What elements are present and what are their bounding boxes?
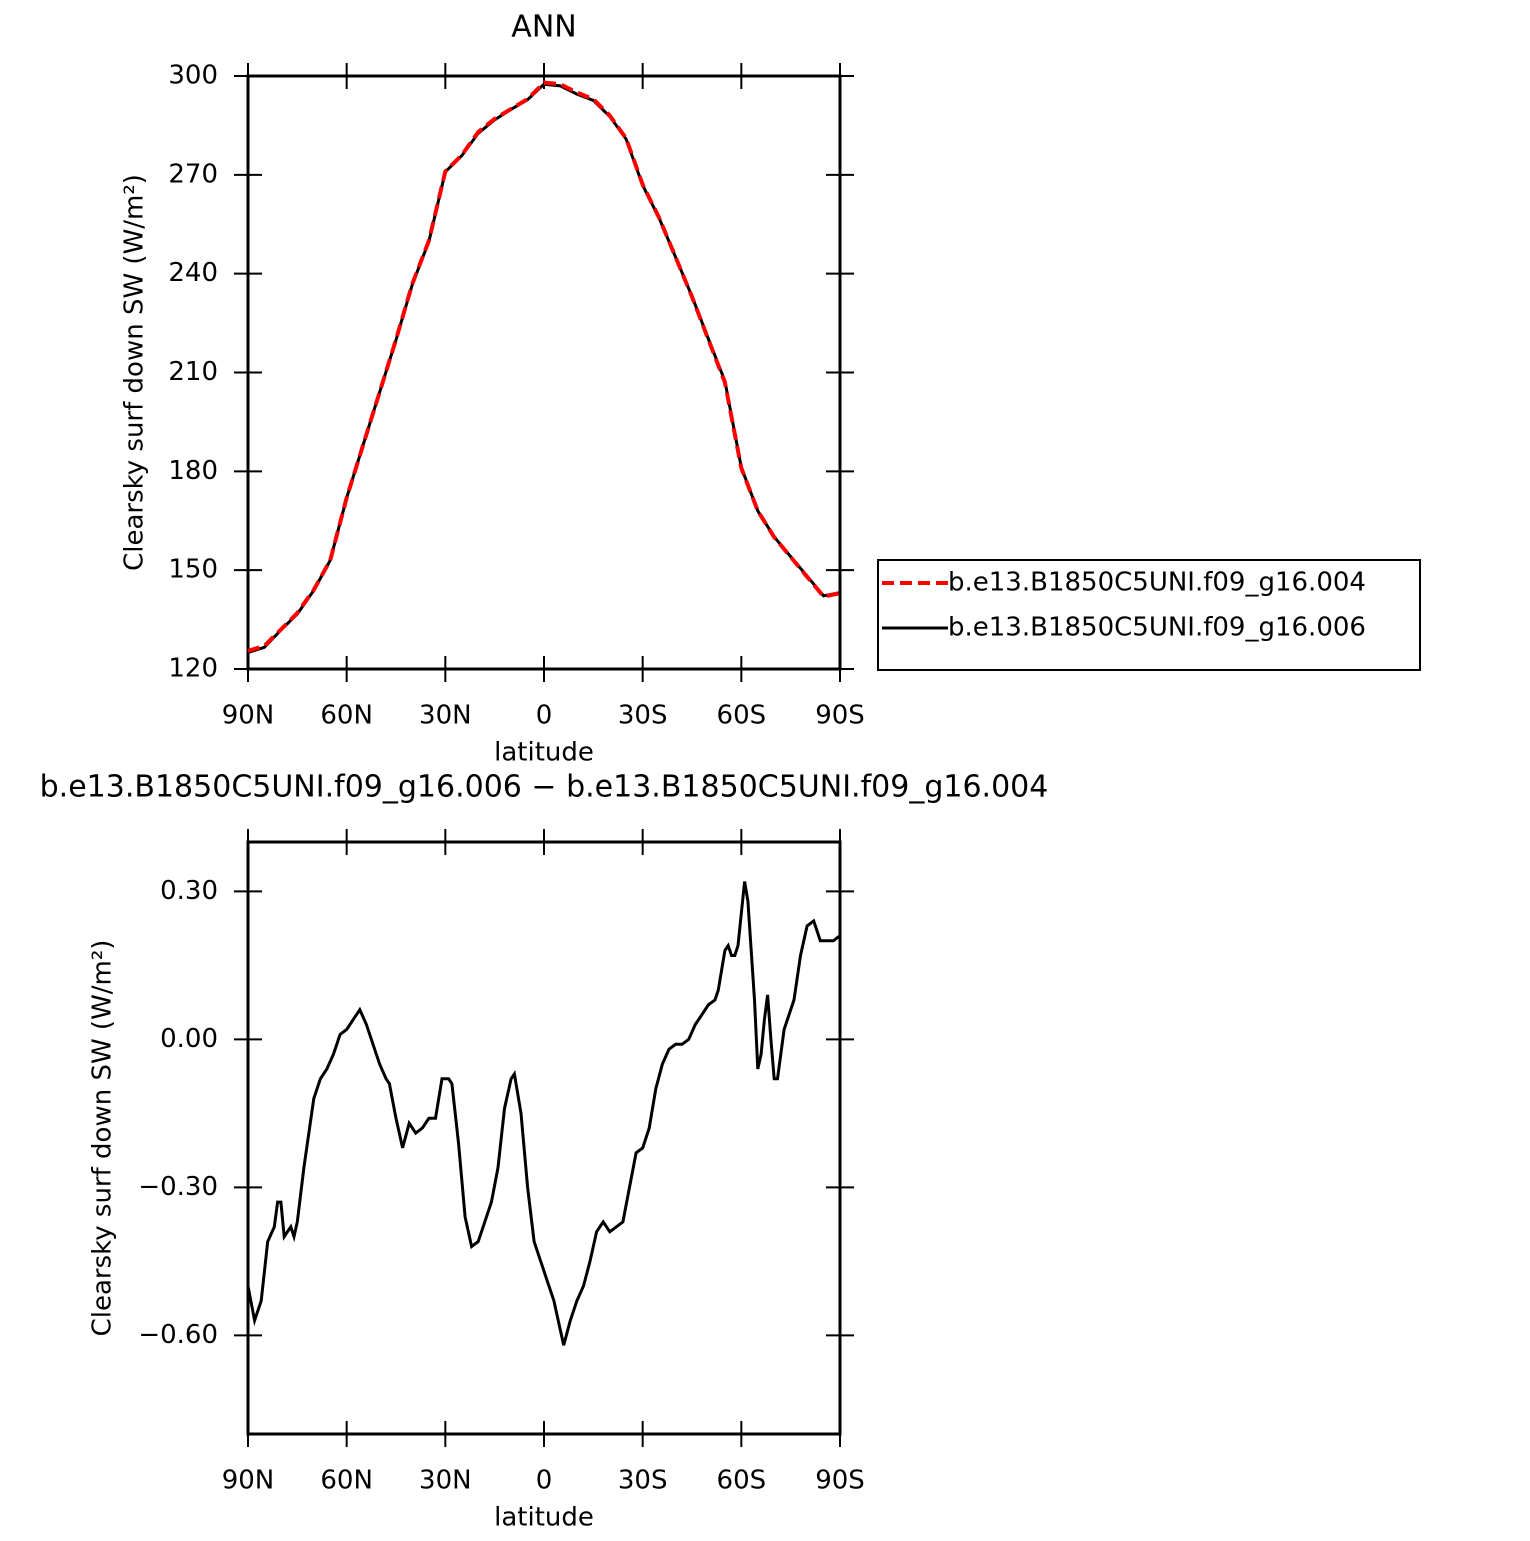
y-tick-label: 120: [168, 654, 218, 684]
x-tick-label: 90S: [815, 701, 865, 731]
y-tick-label: 150: [168, 555, 218, 585]
x-tick-label: 60S: [717, 1466, 767, 1496]
x-tick-label: 90S: [815, 1466, 865, 1496]
y-tick-label: 240: [168, 258, 218, 288]
x-tick-label: 90N: [222, 701, 275, 731]
x-axis-label: latitude: [494, 1503, 594, 1533]
x-tick-label: 30S: [618, 701, 668, 731]
y-tick-label: −0.60: [138, 1320, 218, 1350]
x-tick-label: 0: [536, 1466, 553, 1496]
x-tick-label: 90N: [222, 1466, 275, 1496]
chart-title: ANN: [511, 10, 576, 45]
data-line: [247, 80, 841, 653]
y-tick-label: −0.30: [138, 1172, 218, 1202]
x-tick-label: 0: [536, 701, 553, 731]
y-axis-label: Clearsky surf down SW (W/m²): [88, 940, 118, 1337]
x-tick-label: 60N: [320, 701, 373, 731]
x-tick-label: 30N: [419, 701, 472, 731]
x-axis-label: latitude: [494, 738, 594, 768]
y-tick-label: 210: [168, 357, 218, 387]
legend-label: b.e13.B1850C5UNI.f09_g16.006: [948, 613, 1366, 643]
y-tick-label: 0.00: [160, 1024, 218, 1054]
x-tick-label: 30S: [618, 1466, 668, 1496]
y-tick-label: 180: [168, 456, 218, 486]
x-tick-label: 30N: [419, 1466, 472, 1496]
legend-label: b.e13.B1850C5UNI.f09_g16.004: [948, 568, 1366, 598]
data-line: [247, 82, 841, 654]
y-axis-label: Clearsky surf down SW (W/m²): [120, 174, 150, 571]
legend-box: [877, 559, 1421, 671]
y-tick-label: 300: [168, 61, 218, 91]
data-line: [246, 881, 841, 1346]
x-tick-label: 60S: [717, 701, 767, 731]
plot-frame: [246, 840, 842, 1436]
y-tick-label: 270: [168, 159, 218, 189]
chart-title: b.e13.B1850C5UNI.f09_g16.006 − b.e13.B18…: [40, 770, 1049, 805]
plot-frame: [246, 74, 842, 671]
y-tick-label: 0.30: [160, 876, 218, 906]
x-tick-label: 60N: [320, 1466, 373, 1496]
